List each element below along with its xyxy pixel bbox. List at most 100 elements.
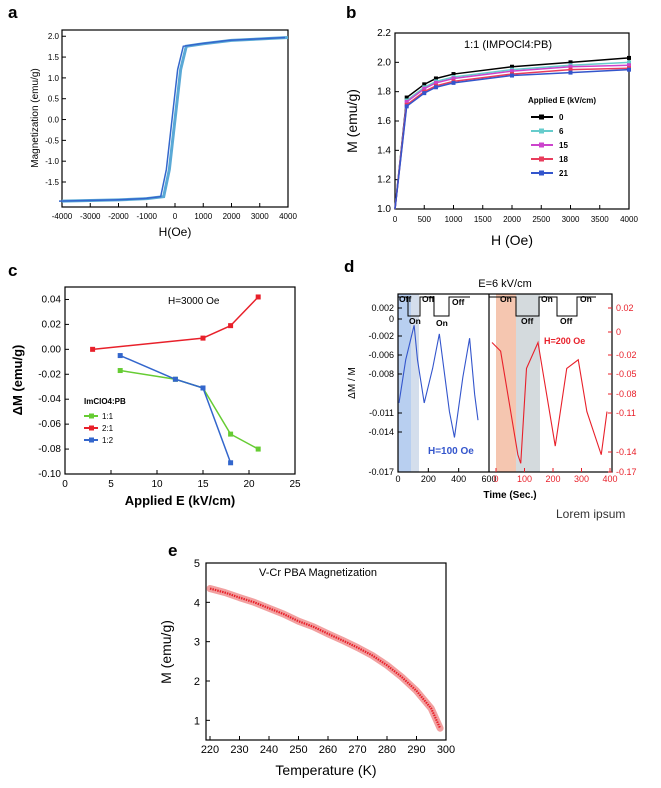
panel-b-ytick-label: 1.6 [377,116,391,127]
panel-b-marker [451,76,456,81]
panel-a-ytick-label: 0.5 [48,95,60,104]
panel-a-series [58,35,289,203]
panel-b-marker [627,60,631,65]
panel-e-ytick-label: 4 [194,597,200,609]
panel-d-onoff-label: Off [452,297,464,307]
panel-c-marker [228,460,234,466]
panel-a-ylabel: Magnetization (emu/g) [30,68,41,168]
panel-b-legend-marker [539,142,544,148]
panel-c-marker [172,376,178,382]
panel-c-marker [200,335,206,341]
panel-b-line-15 [394,64,630,210]
panel-e-ytick-label: 2 [194,676,200,688]
panel-d-ytick-label-left: -0.017 [368,467,394,477]
panel-a-xtick-label: -4000 [52,212,73,221]
panel-a-ytick-label: 2.0 [48,32,60,41]
panel-a-ticks: -4000 -3000 -2000 -1000 0 1000 2000 3000 4000 -1.… [45,32,297,221]
panel-d-band-light [411,294,419,472]
panel-b-legend: 0 6 15 18 21 [531,113,568,178]
panel-c-line-2 [119,354,232,464]
panel-e-xtick-label: 220 [201,744,219,756]
panel-d-line-left [398,325,479,438]
panel-d-xtick-label-left: 600 [481,474,496,484]
panel-d-ytick-label-right: -0.14 [616,447,637,457]
panel-b-marker [422,86,427,91]
panel-b-ytick-label: 1.0 [377,204,391,215]
panel-d-xtick-label-right: 200 [545,474,560,484]
panel-e-xtick-label: 290 [407,744,425,756]
panel-b-legend-marker [539,114,544,120]
panel-d-ytick-label-left: -0.002 [368,331,394,341]
panel-b-xtick-label: 4000 [620,215,638,224]
panel-c-line-0 [120,369,259,450]
panel-d-onoff-label: On [436,318,448,328]
panel-d-ytick-label-right: -0.17 [616,467,637,477]
panel-d-xlabel: Time (Sec.) [483,490,536,501]
panel-d-series [398,325,608,464]
panel-c-legend-marker [89,437,94,443]
panel-c-frame [64,286,296,475]
panel-a-xtick-label: 3000 [251,212,269,221]
panel-b-legend-marker [539,170,544,176]
panel-d-onoff: Off On Off On Off On Off On Off On [398,294,596,328]
panel-c-xtick-label: 0 [62,479,68,490]
panel-c-legend-label: 1:2 [102,436,114,445]
panel-e-ticks: 220 230 240 250 260 270 280 290 300 1 2 3 4 5 [194,558,455,756]
panel-e-xtick-label: 280 [378,744,396,756]
panel-b: b 0 500 1000 1500 2000 2500 3000 3500 4000 1.0 1.2… [344,3,638,248]
panel-b-legend-label: 6 [559,127,564,136]
panel-b-ytick-label: 2.0 [377,57,391,68]
panel-c-ytick-label: -0.02 [38,369,61,380]
panel-b-xtick-label: 3000 [562,215,580,224]
panel-b-marker [510,69,514,74]
panel-a-xtick-label: 2000 [223,212,241,221]
panel-c-legend-label: 1:1 [102,412,114,421]
panel-e-ytick-label: 1 [194,715,200,727]
panel-d: d E=6 kV/cm Off On Off On Off On Off On Off On 0.… [344,257,637,521]
panel-d-xtick-label-right: 400 [602,474,617,484]
panel-d-ytick-label-left: 0.002 [371,303,394,313]
panel-c-xtick-label: 20 [243,479,255,490]
panel-d-ytick-label-right: 0 [616,327,621,337]
panel-c-xtick-label: 15 [197,479,209,490]
panel-b-legend-label: 0 [559,113,564,122]
panel-a-ytick-label: -1.5 [45,178,59,187]
panel-c: c 0 5 10 15 20 25 -0.10 -0.08 -0.06 -0.04 -0.02 0.0… [8,261,301,508]
panel-e-line [209,587,442,729]
panel-c-line-1 [92,296,259,351]
panel-c-marker [117,353,123,359]
panel-c-legend-title: ImClO4:PB [84,397,126,406]
panel-d-ytick-label-left: -0.011 [369,408,394,418]
panel-e-xtick-label: 240 [260,744,278,756]
panel-d-ylabel: ΔM / M [347,367,358,399]
panel-d-onoff-label: Off [560,316,572,326]
panel-d-onoff-label: On [409,316,421,326]
panel-b-xtick-label: 2500 [532,215,550,224]
panel-b-xlabel: H (Oe) [491,232,533,248]
panel-b-marker [433,85,438,90]
panel-b-marker [422,91,427,96]
panel-d-series-label-left: H=100 Oe [428,446,474,457]
panel-d-ytick-label-right: -0.11 [616,408,636,418]
panel-b-xtick-label: 2000 [503,215,521,224]
panel-b-marker [627,63,631,68]
panel-c-ytick-label: -0.10 [38,469,61,480]
panel-b-legend-marker [539,156,544,162]
panel-b-legend-title: Applied E (kV/cm) [528,96,596,105]
panel-d-series-label-right: H=200 Oe [544,336,585,346]
panel-d-xtick-label-left: 0 [395,474,400,484]
panel-e: e 220 230 240 250 260 270 280 290 300 1 2 3 4 5 Tempe… [158,541,455,778]
panel-a-xtick-label: 4000 [279,212,297,221]
panel-b-marker [451,80,456,85]
panel-b-title: 1:1 (IMPOCl4:PB) [464,39,552,51]
panel-b-series [394,55,631,210]
panel-a: a -4000 -3000 -2000 -1000 0 1000 2000 3000 4000-… [8,3,297,239]
panel-e-xtick-label: 250 [289,744,307,756]
panel-a-line-outer [61,35,289,203]
panel-d-onoff-label: Off [399,294,411,304]
panel-b-marker [627,55,631,60]
panel-e-xtick-label: 300 [437,744,455,756]
panel-e-xtick-label: 230 [230,744,248,756]
panel-b-marker [404,95,409,100]
